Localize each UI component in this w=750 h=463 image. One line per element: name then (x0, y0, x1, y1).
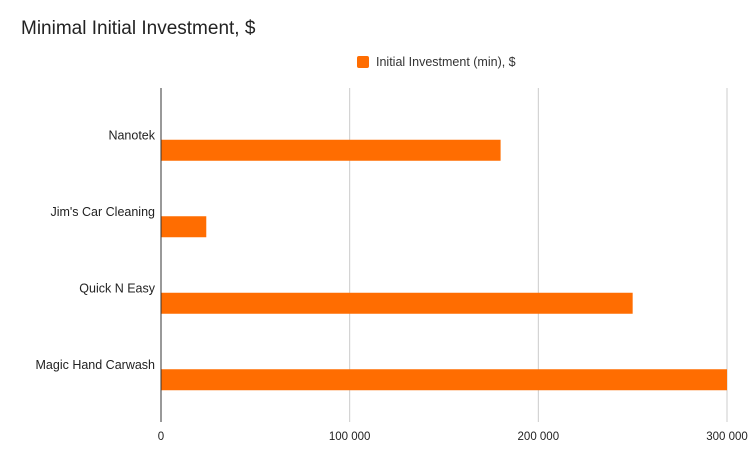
bar (161, 292, 633, 314)
x-tick-label: 200 000 (518, 431, 560, 443)
x-tick-label: 0 (158, 431, 164, 443)
category-label: Jim's Car Cleaning (50, 205, 155, 219)
bar (161, 216, 207, 238)
bar (161, 139, 501, 161)
category-label: Nanotek (108, 128, 155, 142)
x-tick-label: 100 000 (329, 431, 371, 443)
legend-label: Initial Investment (min), $ (376, 55, 516, 69)
category-label: Quick N Easy (79, 281, 155, 295)
x-tick-label: 300 000 (706, 431, 748, 443)
bar (161, 369, 727, 391)
legend-swatch (357, 56, 369, 68)
chart-title: Minimal Initial Investment, $ (21, 18, 256, 39)
legend: Initial Investment (min), $ (357, 55, 516, 69)
category-label: Magic Hand Carwash (36, 358, 156, 372)
